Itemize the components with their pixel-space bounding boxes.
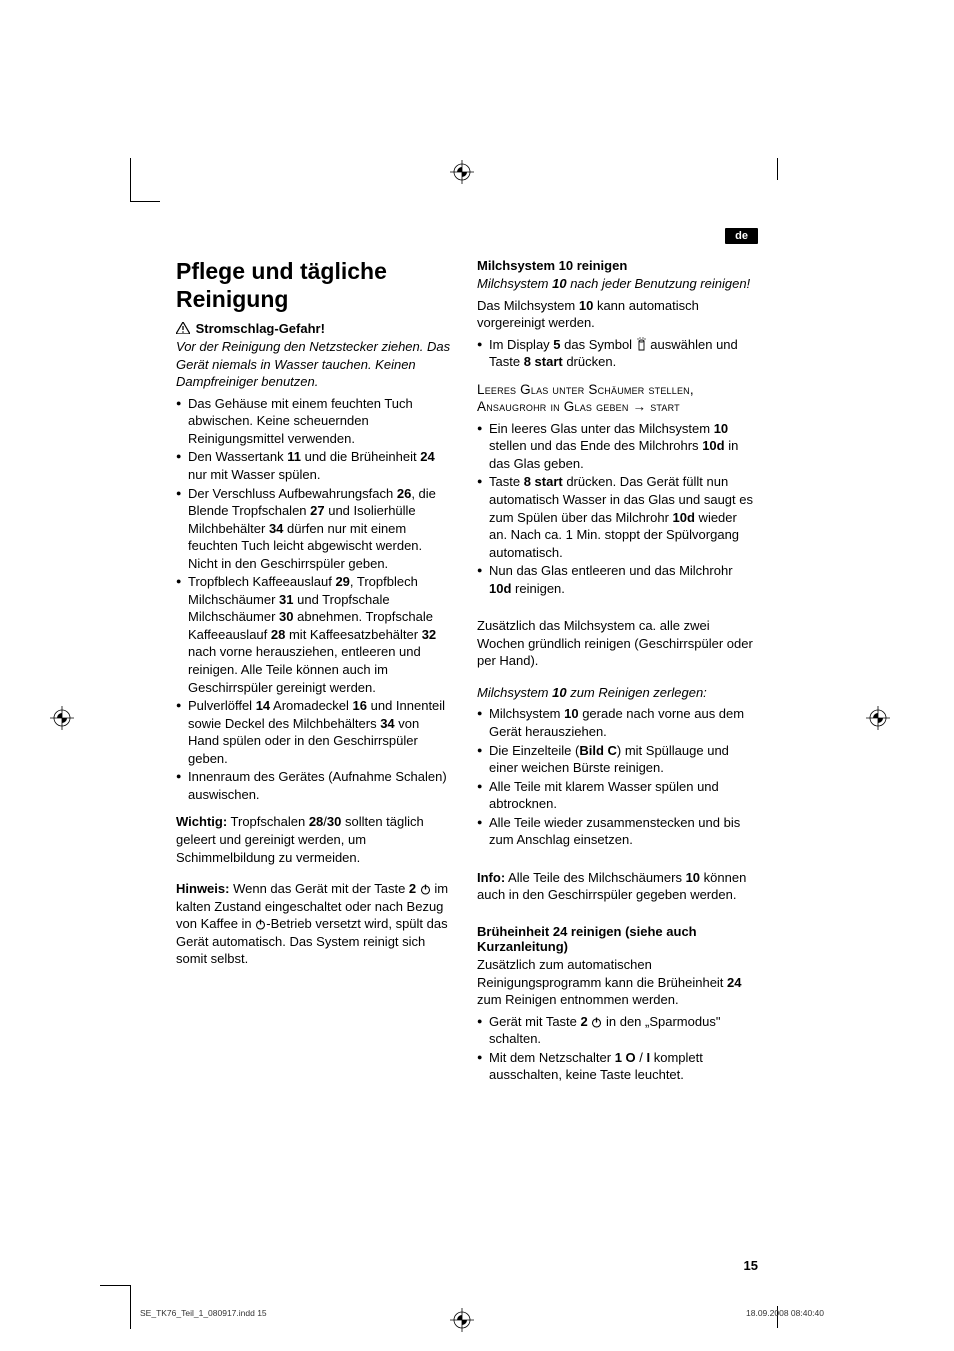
list-item: Alle Teile wieder zusammenstecken und bi… bbox=[477, 814, 754, 849]
hint-note: Hinweis: Wenn das Gerät mit der Taste 2 … bbox=[176, 880, 453, 968]
list-item: Ein leeres Glas unter das Milchsystem 10… bbox=[477, 420, 754, 473]
registration-mark-icon bbox=[50, 706, 74, 730]
warning-line: Stromschlag-Gefahr! bbox=[176, 321, 453, 336]
registration-mark-icon bbox=[450, 1308, 474, 1332]
subsection-heading: Milchsystem 10 reinigen bbox=[477, 258, 754, 273]
warning-title: Stromschlag-Gefahr! bbox=[196, 321, 325, 336]
language-badge: de bbox=[725, 228, 758, 244]
important-note: Wichtig: Tropfschalen 28/30 sollten tägl… bbox=[176, 813, 453, 866]
list-item: Nun das Glas entleeren und das Milchrohr… bbox=[477, 562, 754, 597]
milk-clean-icon bbox=[636, 337, 647, 352]
registration-mark-icon bbox=[450, 160, 474, 184]
footer-filename: SE_TK76_Teil_1_080917.indd 15 bbox=[140, 1308, 267, 1318]
list-item: Pulverlöffel 14 Aromadeckel 16 und Innen… bbox=[176, 697, 453, 767]
list-item: Gerät mit Taste 2 in den „Sparmodus" sch… bbox=[477, 1013, 754, 1048]
crop-mark bbox=[777, 158, 778, 180]
display-text: Leeres Glas unter Schäumer stellen, Ansa… bbox=[477, 381, 754, 416]
instruction-list: Ein leeres Glas unter das Milchsystem 10… bbox=[477, 420, 754, 597]
crop-mark bbox=[130, 201, 160, 202]
body-text: Das Milchsystem 10 kann automatisch vorg… bbox=[477, 297, 754, 332]
power-icon bbox=[420, 881, 431, 896]
power-icon bbox=[255, 916, 266, 931]
body-text: Zusätzlich zum automatischen Reinigungsp… bbox=[477, 956, 754, 1009]
crop-mark bbox=[130, 158, 131, 202]
warning-triangle-icon bbox=[176, 322, 190, 334]
left-column: Pflege und tägliche Reinigung Stromschla… bbox=[176, 258, 453, 1094]
instruction-list: Milchsystem 10 gerade nach vorne aus dem… bbox=[477, 705, 754, 848]
list-item: Den Wassertank 11 und die Brüheinheit 24… bbox=[176, 448, 453, 483]
right-column: Milchsystem 10 reinigen Milchsystem 10 n… bbox=[477, 258, 754, 1094]
list-item: Das Gehäuse mit einem feuchten Tuch abwi… bbox=[176, 395, 453, 448]
page-content: Pflege und tägliche Reinigung Stromschla… bbox=[176, 258, 754, 1094]
info-note: Info: Alle Teile des Milchschäumers 10 k… bbox=[477, 869, 754, 904]
footer-timestamp: 18.09.2008 08:40:40 bbox=[746, 1308, 824, 1318]
instruction-list: Im Display 5 das Symbol auswählen und Ta… bbox=[477, 336, 754, 371]
list-item: Tropfblech Kaffeeauslauf 29, Tropfblech … bbox=[176, 573, 453, 696]
registration-mark-icon bbox=[866, 706, 890, 730]
crop-mark bbox=[130, 1285, 131, 1329]
list-item: Alle Teile mit klarem Wasser spülen und … bbox=[477, 778, 754, 813]
instruction-list: Gerät mit Taste 2 in den „Sparmodus" sch… bbox=[477, 1013, 754, 1084]
list-item: Taste 8 start drücken. Das Gerät füllt n… bbox=[477, 473, 754, 561]
list-item: Milchsystem 10 gerade nach vorne aus dem… bbox=[477, 705, 754, 740]
crop-mark bbox=[100, 1285, 130, 1286]
italic-instruction: Milchsystem 10 nach jeder Benutzung rein… bbox=[477, 275, 754, 293]
list-item: Mit dem Netzschalter 1 O / I komplett au… bbox=[477, 1049, 754, 1084]
cleaning-list: Das Gehäuse mit einem feuchten Tuch abwi… bbox=[176, 395, 453, 804]
power-icon bbox=[591, 1014, 602, 1029]
list-item: Im Display 5 das Symbol auswählen und Ta… bbox=[477, 336, 754, 371]
subsection-heading: Brüheinheit 24 reinigen (siehe auch Kurz… bbox=[477, 924, 754, 954]
list-item: Innenraum des Gerätes (Aufnahme Schalen)… bbox=[176, 768, 453, 803]
italic-instruction: Milchsystem 10 zum Reinigen zerlegen: bbox=[477, 684, 754, 702]
list-item: Der Verschluss Aufbewahrungsfach 26, die… bbox=[176, 485, 453, 573]
list-item: Die Einzelteile (Bild C) mit Spüllauge u… bbox=[477, 742, 754, 777]
page-number: 15 bbox=[744, 1258, 758, 1273]
section-heading: Pflege und tägliche Reinigung bbox=[176, 258, 453, 313]
warning-body: Vor der Reinigung den Netzstecker ziehen… bbox=[176, 338, 453, 391]
body-text: Zusätzlich das Milchsystem ca. alle zwei… bbox=[477, 617, 754, 670]
